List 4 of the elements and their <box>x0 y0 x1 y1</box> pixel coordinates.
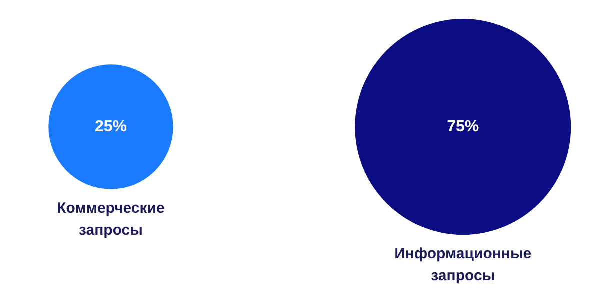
data-label: 75% <box>447 118 480 136</box>
data-label: 25% <box>94 118 128 136</box>
category-label: Коммерческие запросы <box>57 200 165 240</box>
category-label: Информационные запросы <box>394 246 532 285</box>
